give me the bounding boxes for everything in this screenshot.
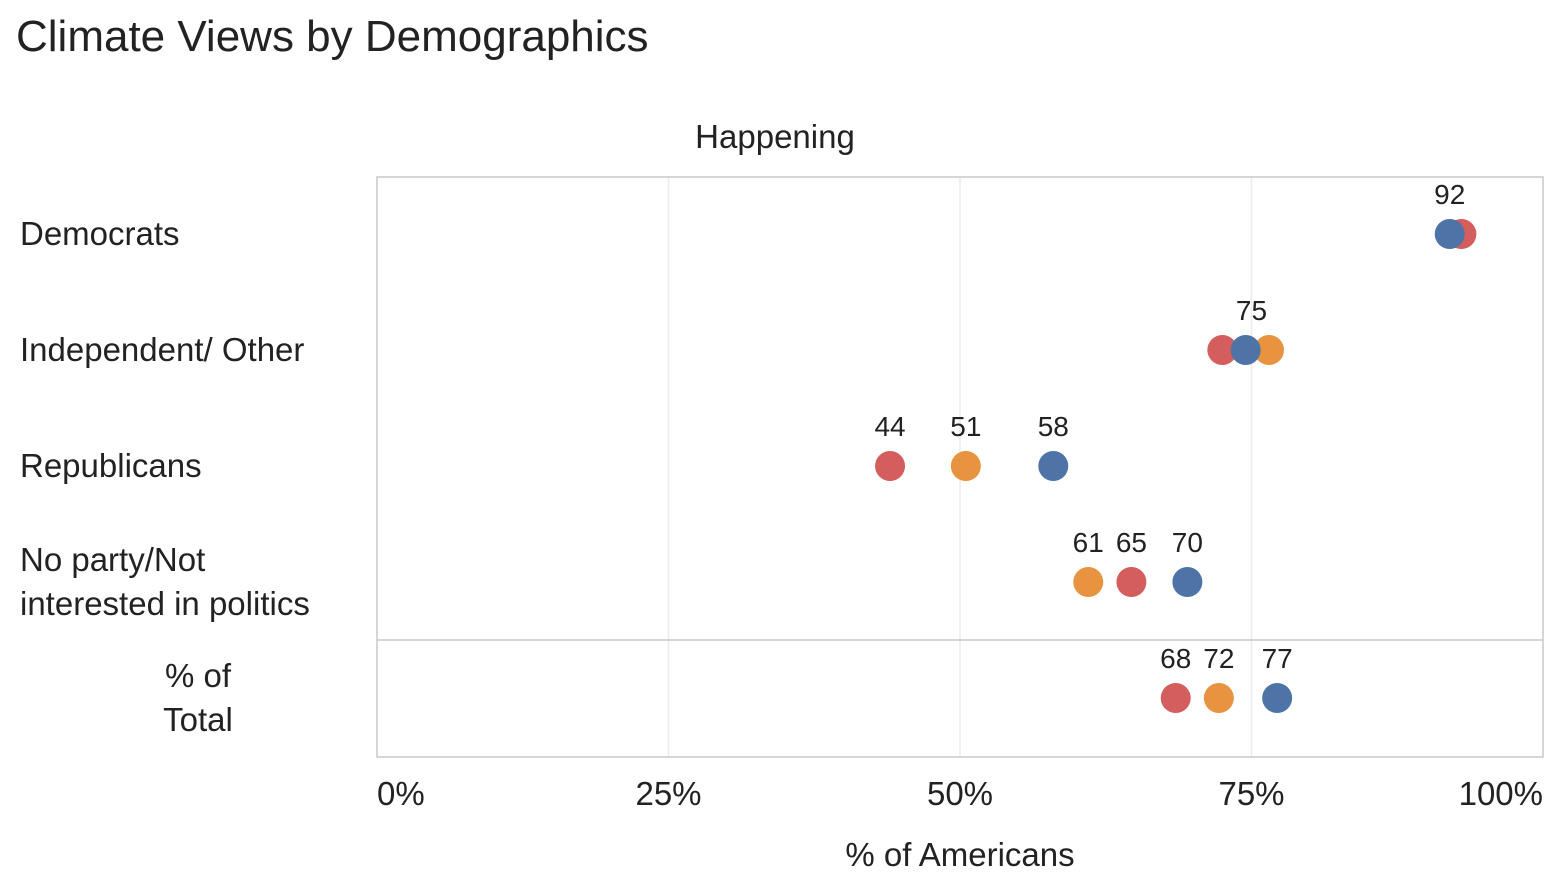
- data-point-red: [1160, 683, 1191, 713]
- row-labels: Democrats Independent/ Other Republicans No…: [20, 215, 310, 738]
- data-point-orange: [1073, 567, 1104, 597]
- x-tick-label: 0%: [377, 775, 425, 812]
- x-tick-label: 50%: [927, 775, 993, 812]
- panel-title: Happening: [695, 118, 855, 155]
- data-point-blue: [1434, 219, 1465, 249]
- data-point-red: [1116, 567, 1147, 597]
- data-label: 51: [950, 411, 981, 442]
- data-label: 61: [1073, 527, 1104, 558]
- row-label: Independent/ Other: [20, 331, 304, 368]
- data-label: 72: [1203, 643, 1234, 674]
- data-point-orange: [1203, 683, 1234, 713]
- data-point-blue: [1230, 335, 1261, 365]
- data-label: 68: [1160, 643, 1191, 674]
- x-tick-label: 25%: [635, 775, 701, 812]
- row-label: interested in politics: [20, 585, 310, 622]
- data-point-orange: [1253, 335, 1284, 365]
- data-labels-layer: 92 75 44 51 58 61 65 70 68 72 77: [874, 179, 1465, 674]
- row-label: Democrats: [20, 215, 180, 252]
- data-label: 44: [874, 411, 905, 442]
- data-label: 70: [1172, 527, 1203, 558]
- x-tick-labels: 0% 25% 50% 75% 100%: [377, 775, 1543, 812]
- data-label: 77: [1262, 643, 1293, 674]
- data-point-blue: [1262, 683, 1293, 713]
- data-label: 58: [1038, 411, 1069, 442]
- data-point-red: [875, 451, 906, 481]
- data-point-blue: [1172, 567, 1203, 597]
- row-label: % of: [165, 657, 232, 694]
- data-label: 92: [1434, 179, 1465, 210]
- chart-title: Climate Views by Demographics: [16, 12, 649, 61]
- data-label: 75: [1236, 295, 1267, 326]
- data-point-red: [1207, 335, 1238, 365]
- points-layer: [875, 219, 1477, 713]
- data-point-blue: [1038, 451, 1069, 481]
- data-point-orange: [950, 451, 981, 481]
- x-axis-title: % of Americans: [845, 836, 1074, 873]
- x-tick-label: 75%: [1218, 775, 1284, 812]
- x-tick-label: 100%: [1459, 775, 1543, 812]
- plot-frame: [376, 176, 1544, 758]
- row-label: Total: [163, 701, 233, 738]
- row-label: No party/Not: [20, 541, 205, 578]
- data-label: 65: [1116, 527, 1147, 558]
- row-label: Republicans: [20, 447, 202, 484]
